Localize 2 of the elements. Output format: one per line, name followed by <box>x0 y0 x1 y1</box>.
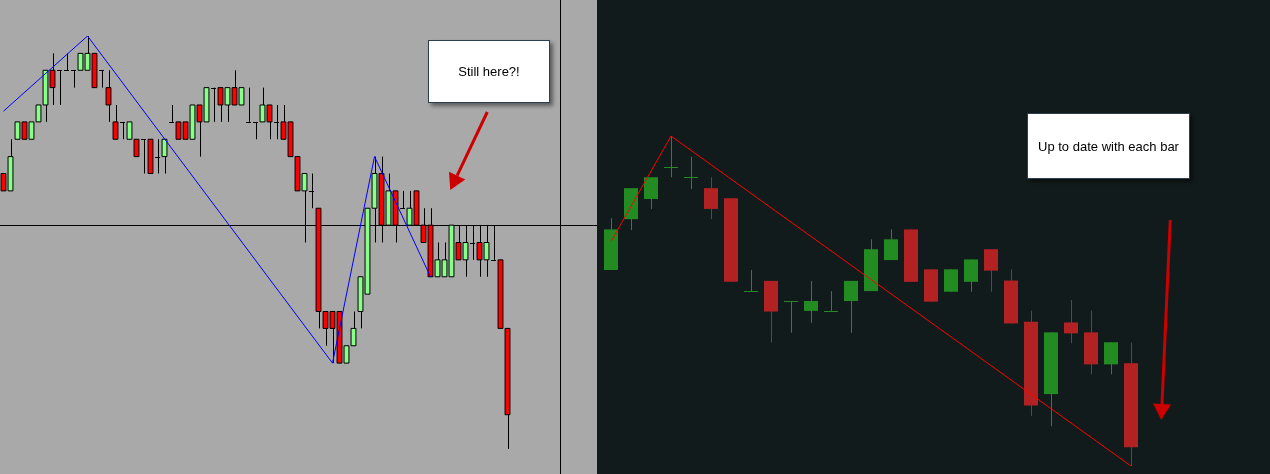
callout-box: Still here?! <box>428 40 550 103</box>
callout-box: Up to date with each bar <box>1027 113 1190 179</box>
